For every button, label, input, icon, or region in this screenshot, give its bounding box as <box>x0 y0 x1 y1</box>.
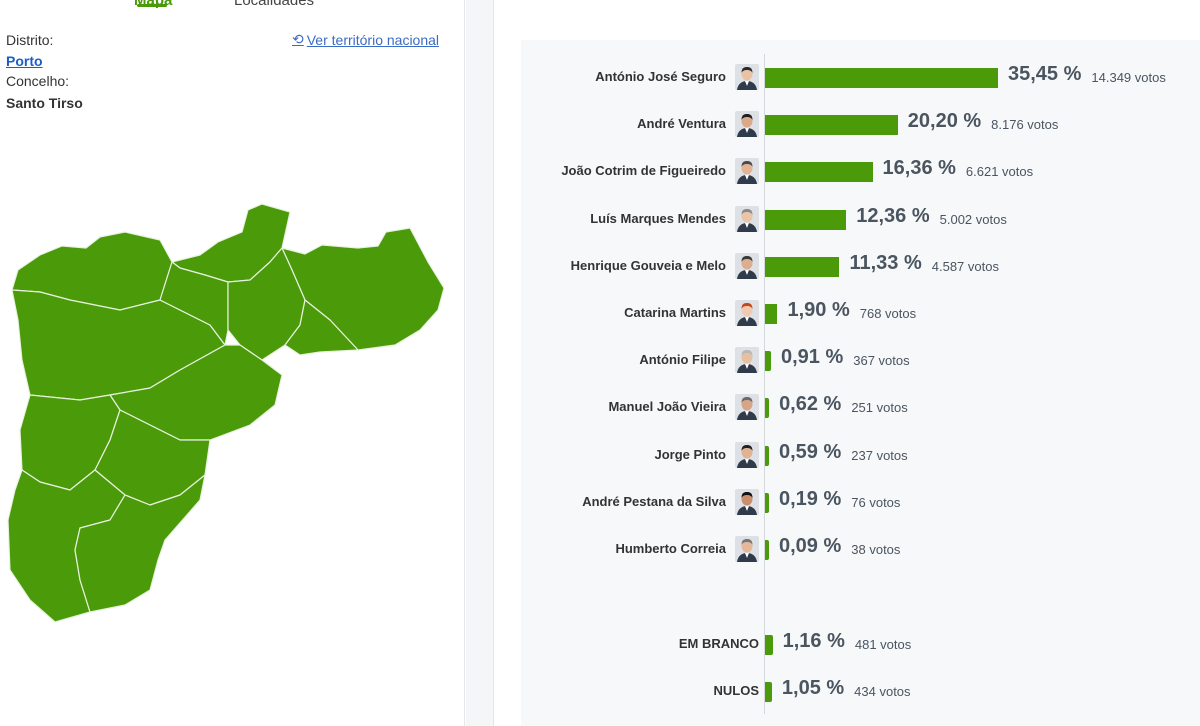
result-row-special[interactable]: EM BRANCO 1,16 % 481 votos <box>521 629 1200 659</box>
vote-percentage: 0,59 % <box>779 440 842 463</box>
result-row[interactable]: João Cotrim de Figueiredo 16,36 % 6.621 vo… <box>521 156 1200 186</box>
vote-bar <box>765 115 898 136</box>
results-chart: António José Seguro 35,45 % 14.349 votos An… <box>521 40 1200 726</box>
national-territory-link[interactable]: ⟲ Ver território nacional <box>292 31 439 48</box>
municipality-map[interactable] <box>0 195 450 625</box>
candidate-name: António José Seguro <box>595 69 726 84</box>
avatar-vieira <box>735 394 759 421</box>
municipality-label: Concelho: <box>6 73 70 89</box>
vote-count: 237 votos <box>851 447 908 463</box>
vote-bar <box>765 635 773 655</box>
candidate-name: EM BRANCO <box>678 636 759 651</box>
vote-bar <box>765 681 772 702</box>
vote-percentage: 20,20 % <box>907 110 982 133</box>
tab-localities[interactable]: Localidades <box>234 0 315 9</box>
municipality-value: Santo Tirso <box>6 95 83 111</box>
result-row[interactable]: Humberto Correia 0,09 % 38 votos <box>521 534 1200 564</box>
vote-bar <box>765 351 771 372</box>
vote-count: 5.002 votos <box>939 211 1007 227</box>
result-row[interactable]: António Filipe 0,91 % 367 votos <box>521 345 1200 375</box>
vote-percentage: 12,36 % <box>856 204 930 227</box>
tab-active-indicator <box>137 4 167 7</box>
avatar-seguro <box>735 64 759 90</box>
vote-count: 38 votos <box>851 542 901 557</box>
vote-bar <box>765 162 873 183</box>
result-row[interactable]: Jorge Pinto 0,59 % 237 votos <box>521 440 1200 470</box>
vote-percentage: 0,91 % <box>780 346 844 369</box>
result-row[interactable]: Luís Marques Mendes 12,36 % 5.002 votos <box>521 204 1200 234</box>
result-row[interactable]: Catarina Martins 1,90 % 768 votos <box>521 298 1200 328</box>
candidate-name: NULOS <box>713 682 760 698</box>
vote-count: 8.176 votos <box>991 117 1059 133</box>
candidate-name: Jorge Pinto <box>654 446 726 462</box>
vote-percentage: 11,33 % <box>849 251 922 274</box>
national-link-label: Ver território nacional <box>306 31 440 48</box>
candidate-name: Manuel João Vieira <box>608 399 726 415</box>
vote-count: 6.621 votos <box>965 164 1034 180</box>
vote-count: 367 votos <box>853 353 910 369</box>
vote-bar <box>765 209 847 230</box>
candidate-name: André Pestana da Silva <box>582 493 726 509</box>
avatar-gouveia <box>735 252 759 279</box>
result-row[interactable]: Manuel João Vieira 0,62 % 251 votos <box>521 392 1200 422</box>
parish-south <box>74 474 206 613</box>
result-row-special[interactable]: NULOS 1,05 % 434 votos <box>521 676 1200 706</box>
candidate-name: António Filipe <box>639 352 726 368</box>
map-panel: Mapa Localidades Distrito: Porto Concelh… <box>0 0 465 726</box>
parish-east <box>284 299 359 356</box>
vote-percentage: 0,09 % <box>779 535 842 557</box>
vote-count: 4.587 votos <box>931 258 999 274</box>
vote-bar <box>765 68 998 88</box>
candidate-name: André Ventura <box>637 116 726 132</box>
result-row[interactable]: Henrique Gouveia e Melo 11,33 % 4.587 voto… <box>521 251 1200 281</box>
vote-bar <box>765 398 770 419</box>
vote-count: 434 votos <box>854 683 911 699</box>
candidate-name: Catarina Martins <box>624 305 726 320</box>
vote-bar <box>765 445 769 466</box>
candidate-name: Luís Marques Mendes <box>590 210 726 226</box>
vote-count: 481 votos <box>854 637 912 652</box>
avatar-mendes <box>735 205 759 232</box>
candidate-name: Henrique Gouveia e Melo <box>570 257 726 273</box>
vote-count: 251 votos <box>851 400 908 416</box>
vote-count: 76 votos <box>851 494 901 510</box>
candidate-name: João Cotrim de Figueiredo <box>561 163 726 179</box>
result-row[interactable]: André Ventura 20,20 % 8.176 votos <box>521 109 1200 139</box>
district-label: Distrito: <box>6 32 54 48</box>
vote-percentage: 0,62 % <box>779 393 842 416</box>
candidate-name: Humberto Correia <box>615 541 726 556</box>
avatar-martins <box>735 300 759 326</box>
avatar-ventura <box>735 111 759 138</box>
avatar-pestana <box>735 488 759 515</box>
vote-bar <box>765 540 769 560</box>
result-row[interactable]: António José Seguro 35,45 % 14.349 votos <box>521 62 1200 92</box>
panel-gutter <box>466 0 494 726</box>
avatar-pinto <box>735 441 759 468</box>
vote-bar <box>765 492 769 513</box>
vote-percentage: 0,19 % <box>779 487 842 510</box>
vote-percentage: 1,90 % <box>787 299 850 321</box>
result-row[interactable]: André Pestana da Silva 0,19 % 76 votos <box>521 487 1200 517</box>
vote-percentage: 1,16 % <box>782 630 845 652</box>
reset-icon: ⟲ <box>292 31 304 47</box>
view-tabs: Mapa Localidades <box>0 0 465 12</box>
vote-percentage: 16,36 % <box>882 157 956 180</box>
avatar-filipe <box>735 347 759 374</box>
vote-percentage: 35,45 % <box>1008 63 1082 85</box>
district-link[interactable]: Porto <box>6 53 43 69</box>
avatar-correia <box>735 536 759 562</box>
vote-percentage: 1,05 % <box>781 676 845 699</box>
bar-axis <box>764 54 765 714</box>
vote-count: 768 votos <box>859 306 917 321</box>
avatar-cotrim <box>735 158 759 185</box>
vote-count: 14.349 votos <box>1091 70 1166 85</box>
vote-bar <box>765 304 778 324</box>
results-panel: António José Seguro 35,45 % 14.349 votos An… <box>495 0 1200 726</box>
vote-bar <box>765 256 840 277</box>
